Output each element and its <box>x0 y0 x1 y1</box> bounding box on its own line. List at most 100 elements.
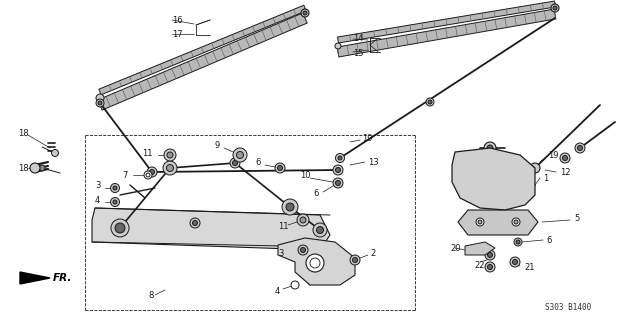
Circle shape <box>316 227 323 234</box>
Text: 19: 19 <box>362 133 373 142</box>
Circle shape <box>113 200 117 204</box>
Circle shape <box>30 163 40 173</box>
Circle shape <box>336 167 341 172</box>
Circle shape <box>150 170 155 174</box>
Circle shape <box>530 163 540 173</box>
Circle shape <box>300 247 305 252</box>
Circle shape <box>193 220 197 226</box>
Circle shape <box>96 99 104 107</box>
Circle shape <box>144 171 152 179</box>
Polygon shape <box>20 272 50 284</box>
Text: 18: 18 <box>18 164 29 172</box>
Text: 6: 6 <box>546 236 551 244</box>
Circle shape <box>488 265 493 269</box>
Circle shape <box>553 6 557 10</box>
Text: 8: 8 <box>148 291 153 300</box>
Circle shape <box>306 254 324 272</box>
Text: 21: 21 <box>524 263 535 273</box>
Text: 5: 5 <box>574 213 579 222</box>
Circle shape <box>485 262 495 272</box>
Circle shape <box>275 163 285 173</box>
Text: FR.: FR. <box>53 273 72 283</box>
Circle shape <box>286 203 294 211</box>
Circle shape <box>336 154 345 163</box>
Circle shape <box>426 98 434 106</box>
Circle shape <box>514 220 518 224</box>
Circle shape <box>333 178 343 188</box>
Circle shape <box>578 146 583 150</box>
Circle shape <box>166 164 173 172</box>
Text: 7: 7 <box>122 171 127 180</box>
Text: 1: 1 <box>543 173 548 182</box>
Text: 6: 6 <box>313 188 318 197</box>
Circle shape <box>310 258 320 268</box>
Text: 16: 16 <box>172 15 183 25</box>
Circle shape <box>301 9 309 17</box>
Circle shape <box>338 156 342 160</box>
Circle shape <box>297 214 309 226</box>
Polygon shape <box>458 210 538 235</box>
Circle shape <box>487 175 493 181</box>
Circle shape <box>110 197 120 206</box>
Text: 11: 11 <box>278 221 288 230</box>
Circle shape <box>514 238 522 246</box>
Circle shape <box>513 260 518 265</box>
Text: 12: 12 <box>560 167 571 177</box>
Polygon shape <box>92 208 330 250</box>
Circle shape <box>110 183 120 193</box>
Text: 2: 2 <box>370 250 375 259</box>
Text: 20: 20 <box>450 244 460 252</box>
Text: 4: 4 <box>95 196 100 204</box>
Circle shape <box>353 258 358 262</box>
Circle shape <box>147 167 157 177</box>
Circle shape <box>164 149 176 161</box>
Circle shape <box>333 165 343 175</box>
Circle shape <box>336 180 341 186</box>
Circle shape <box>230 158 240 168</box>
Circle shape <box>476 218 484 226</box>
Circle shape <box>510 257 520 267</box>
Circle shape <box>335 43 341 49</box>
Polygon shape <box>278 238 355 285</box>
Text: 10: 10 <box>300 171 310 180</box>
Circle shape <box>113 186 117 190</box>
Circle shape <box>575 143 585 153</box>
Circle shape <box>190 218 200 228</box>
Circle shape <box>300 217 306 223</box>
Text: 19: 19 <box>548 150 558 159</box>
Circle shape <box>233 148 247 162</box>
Circle shape <box>98 101 102 105</box>
Circle shape <box>313 223 327 237</box>
Circle shape <box>163 161 177 175</box>
Polygon shape <box>98 13 307 110</box>
Text: 3: 3 <box>95 180 100 189</box>
Circle shape <box>487 145 493 151</box>
Circle shape <box>291 281 299 289</box>
Polygon shape <box>99 5 306 95</box>
Circle shape <box>39 165 45 171</box>
Circle shape <box>560 153 570 163</box>
Circle shape <box>52 149 59 156</box>
Text: 9: 9 <box>215 140 221 149</box>
Circle shape <box>478 220 482 224</box>
Text: 4: 4 <box>275 286 280 295</box>
Circle shape <box>96 94 104 102</box>
Text: 13: 13 <box>368 157 379 166</box>
Circle shape <box>484 142 496 154</box>
Circle shape <box>303 11 307 15</box>
Circle shape <box>115 223 125 233</box>
Circle shape <box>488 252 493 258</box>
Text: 11: 11 <box>142 148 153 157</box>
Circle shape <box>512 218 520 226</box>
Circle shape <box>516 240 520 244</box>
Circle shape <box>350 255 360 265</box>
Circle shape <box>551 4 559 12</box>
Text: 3: 3 <box>278 250 283 259</box>
Polygon shape <box>337 9 556 57</box>
Polygon shape <box>465 242 495 255</box>
Circle shape <box>485 250 495 260</box>
Text: 14: 14 <box>353 34 363 43</box>
Circle shape <box>167 152 173 158</box>
Circle shape <box>111 219 129 237</box>
Circle shape <box>479 167 501 189</box>
